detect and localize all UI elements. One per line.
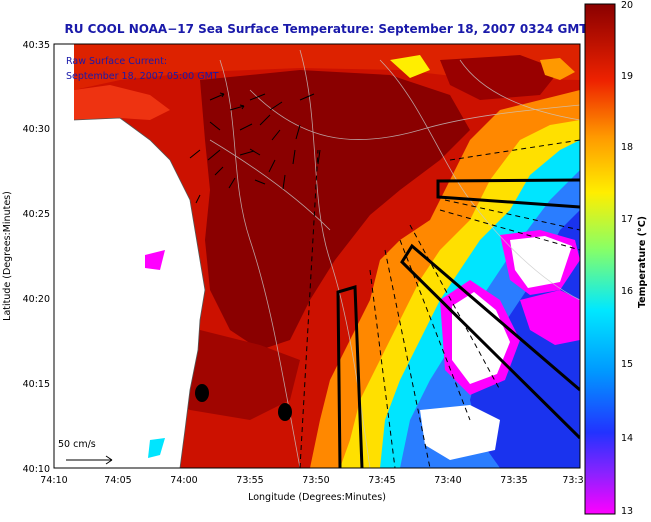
y-tick-label: 40:10: [23, 464, 50, 475]
map-title: RU COOL NOAA−17 Sea Surface Temperature:…: [65, 22, 589, 36]
colorbar-tick-label: 17: [621, 214, 633, 225]
scale-label: 50 cm/s: [58, 439, 96, 450]
scale-arrow: [66, 455, 113, 465]
surface-current-vectors: [189, 92, 321, 204]
colorbar-tick-label: 13: [621, 506, 633, 517]
x-axis-label: Longitude (Degrees:Minutes): [248, 492, 386, 503]
x-tick-label: 73:50: [302, 475, 329, 486]
warm-core-region: [200, 70, 470, 350]
current-timestamp: September 18, 2007 05:00 GMT: [66, 71, 219, 82]
land-mass: [74, 118, 205, 468]
radial-survey-lines: [299, 139, 580, 468]
x-axis: 74:10 74:05 74:00 73:55 73:50 73:45 73:4…: [40, 475, 583, 486]
colorbar-tick-label: 18: [621, 142, 633, 153]
x-tick-label: 73:40: [434, 475, 461, 486]
colorbar-ticks: 20 19 18 17 16 15 14 13: [621, 0, 633, 517]
y-tick-label: 40:35: [23, 40, 50, 51]
y-tick-label: 40:20: [23, 294, 50, 305]
y-tick-label: 40:15: [23, 379, 50, 390]
x-tick-label: 73:55: [236, 475, 263, 486]
colorbar-label: Temperature (°C): [637, 216, 648, 308]
x-tick-label: 74:10: [40, 475, 67, 486]
colorbar-tick-label: 20: [621, 0, 633, 11]
survey-outlines: [336, 178, 580, 468]
colorbar-tick-label: 14: [621, 433, 633, 444]
station-marker: [195, 384, 209, 402]
colorbar-tick-label: 16: [621, 286, 633, 297]
x-tick-label: 73:3: [562, 475, 583, 486]
x-tick-label: 74:00: [170, 475, 197, 486]
y-axis-label: Latitude (Degrees:Minutes): [2, 191, 13, 321]
x-tick-label: 73:35: [500, 475, 527, 486]
colorbar-tick-label: 15: [621, 359, 633, 370]
colorbar: [584, 3, 616, 515]
y-axis: 40:35 40:30 40:25 40:20 40:15 40:10: [23, 40, 50, 475]
x-tick-label: 73:45: [368, 475, 395, 486]
map-frame: [53, 43, 581, 469]
y-tick-label: 40:25: [23, 209, 50, 220]
sst-map: [74, 44, 580, 468]
current-label: Raw Surface Current:: [66, 56, 167, 67]
colorbar-tick-label: 19: [621, 71, 633, 82]
x-tick-label: 74:05: [104, 475, 131, 486]
y-tick-label: 40:30: [23, 124, 50, 135]
station-marker: [278, 403, 292, 421]
